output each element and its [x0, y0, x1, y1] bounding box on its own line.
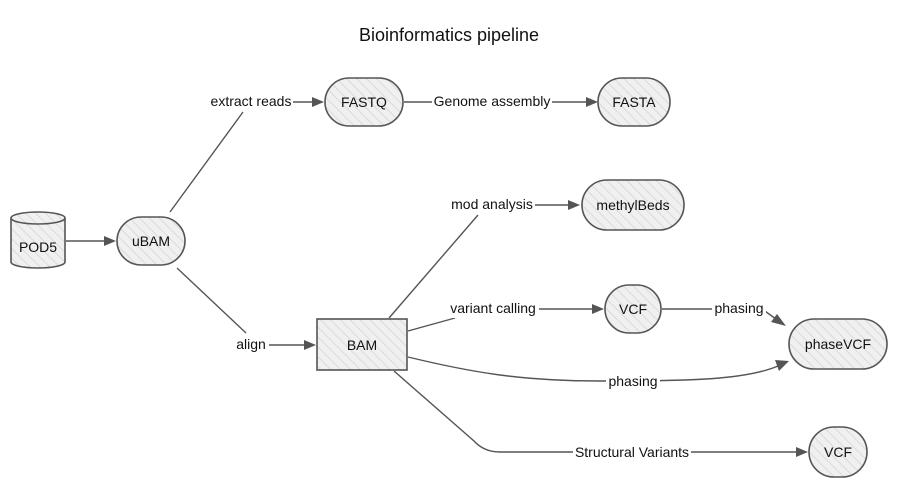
node-fasta[interactable]: FASTA [597, 77, 671, 127]
edge-genome-assembly: Genome assembly [404, 92, 598, 110]
node-label-vcf-sv: VCF [824, 444, 852, 460]
edge-pod5-ubam [66, 236, 116, 246]
node-bam[interactable]: BAM [316, 318, 408, 371]
edge-structural-variants: Structural Variants [393, 370, 808, 461]
node-fastq[interactable]: FASTQ [324, 77, 404, 127]
node-label-fasta: FASTA [612, 94, 656, 110]
edge-mod-analysis: mod analysis [388, 196, 580, 319]
edge-variant-calling: variant calling [407, 300, 604, 332]
edge-label-align: align [236, 336, 266, 352]
node-label-fastq: FASTQ [341, 94, 387, 110]
node-phasevcf[interactable]: phaseVCF [788, 318, 888, 370]
edge-align: align [176, 267, 316, 354]
edge-label-phasing-bam: phasing [608, 373, 657, 389]
node-methylbeds[interactable]: methylBeds [581, 179, 685, 231]
edge-extract-reads: extract reads [169, 92, 324, 213]
edge-label-mod-analysis: mod analysis [451, 196, 533, 212]
node-label-phasevcf: phaseVCF [805, 336, 871, 352]
edge-label-extract-reads: extract reads [211, 93, 292, 109]
node-label-methylbeds: methylBeds [596, 197, 669, 213]
node-vcf[interactable]: VCF [604, 284, 662, 334]
edge-label-variant-calling: variant calling [450, 300, 536, 316]
node-label-ubam: uBAM [132, 233, 170, 249]
edge-label-genome-assembly: Genome assembly [434, 93, 551, 109]
node-vcf-sv[interactable]: VCF [808, 426, 868, 478]
edge-label-structural-variants: Structural Variants [575, 444, 689, 460]
node-label-bam: BAM [347, 337, 377, 353]
node-ubam[interactable]: uBAM [116, 216, 186, 266]
edge-phasing-vcf: phasing [662, 300, 786, 326]
edge-label-phasing-vcf: phasing [714, 300, 763, 316]
edge-phasing-bam: phasing [407, 356, 789, 390]
diagram-title: Bioinformatics pipeline [359, 25, 539, 45]
node-pod5[interactable]: POD5 [10, 211, 66, 269]
node-label-vcf: VCF [619, 301, 647, 317]
node-label-pod5: POD5 [19, 239, 57, 255]
